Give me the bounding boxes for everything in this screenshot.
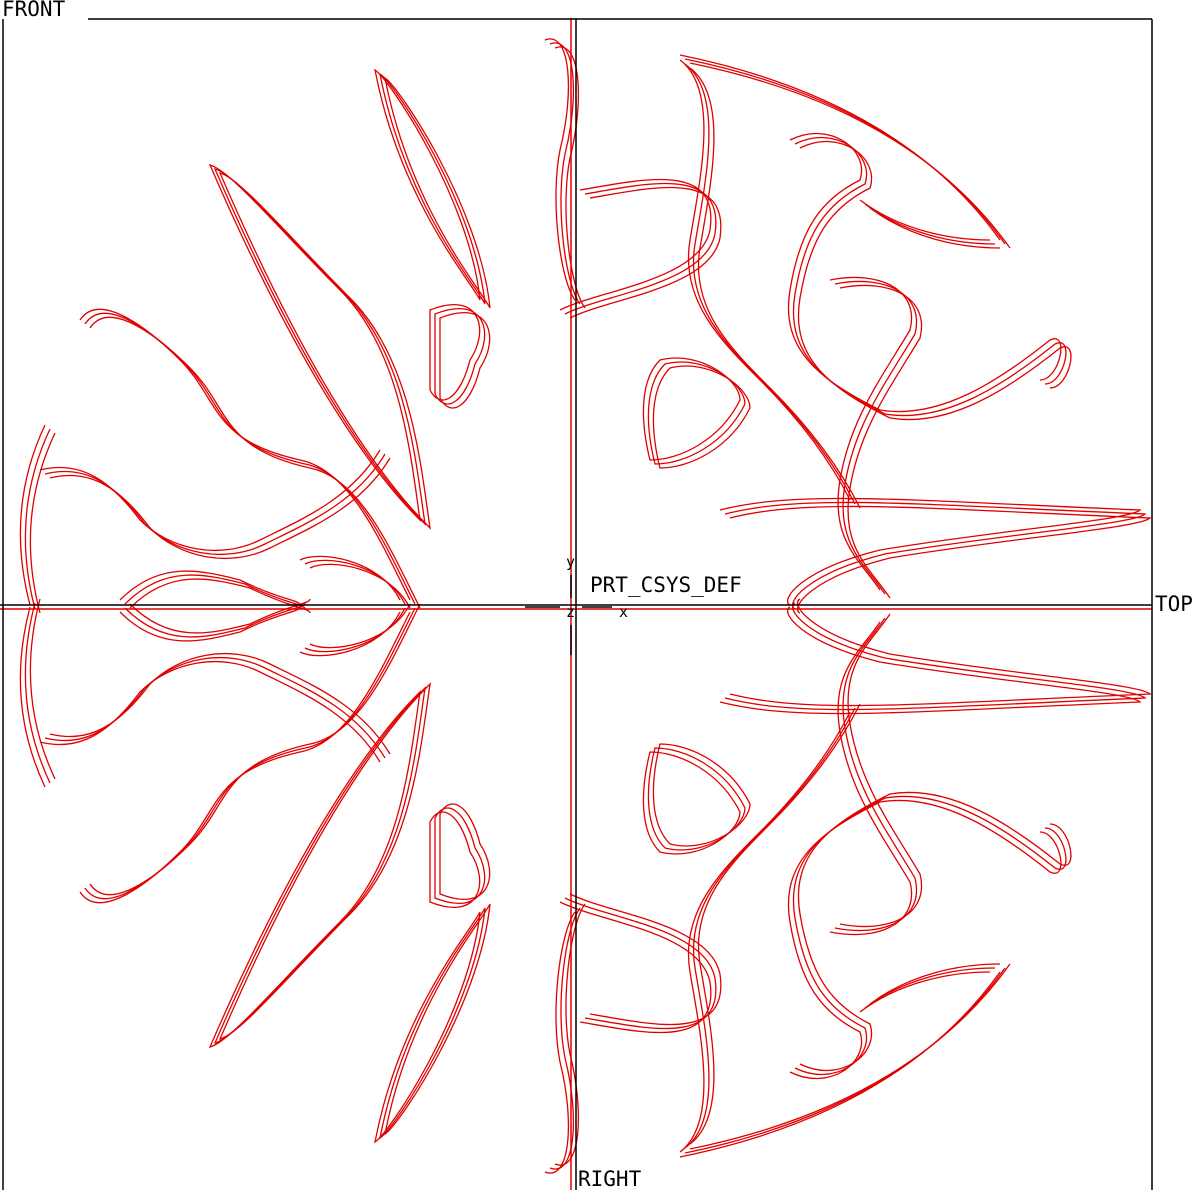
plane-label: FRONT [2,0,66,21]
plane-label: RIGHT [578,1167,642,1190]
axis-label: z [566,603,575,621]
csys-label: PRT_CSYS_DEF [590,573,742,597]
axis-label: y [566,553,575,571]
curves-bottom [20,599,1150,1173]
plane-label: TOP [1155,592,1193,616]
axis-label: x [619,603,628,621]
curves-top [20,39,1150,613]
